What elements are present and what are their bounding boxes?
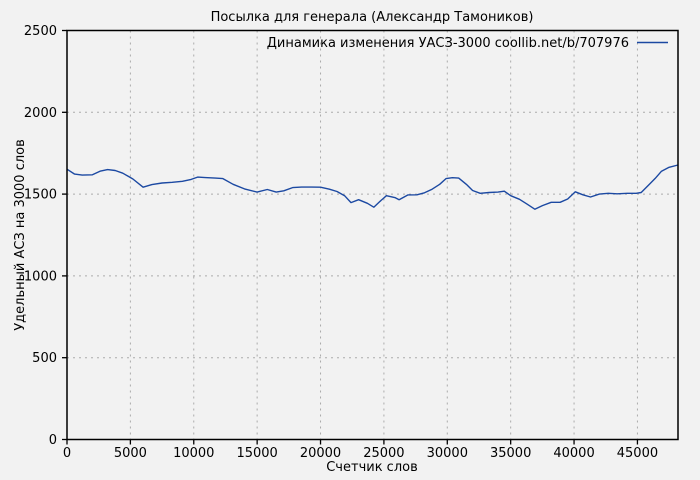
series-layer (66, 164, 679, 210)
legend-entry-label: Динамика изменения УАСЗ-3000 coollib.net… (267, 36, 629, 51)
y-tick-label: 500 (32, 351, 57, 366)
x-tick-label: 0 (63, 446, 71, 461)
y-tick-label: 2500 (24, 24, 57, 39)
x-tick-label: 30000 (427, 446, 468, 461)
x-tick-label: 20000 (300, 446, 341, 461)
x-tick-label: 25000 (363, 446, 404, 461)
y-tick-label: 1000 (24, 269, 57, 284)
x-tick-label: 10000 (173, 446, 214, 461)
x-tick-label: 45000 (617, 446, 658, 461)
y-tick-label: 1500 (24, 188, 57, 203)
y-axis-label: Удельный АСЗ на 3000 слов (13, 139, 28, 331)
x-axis-label: Счетчик слов (326, 460, 418, 475)
data-series-line (66, 164, 679, 210)
plot-border (66, 29, 679, 441)
x-tick-label: 15000 (236, 446, 277, 461)
grid-layer (67, 30, 678, 440)
y-tick-label: 0 (49, 433, 57, 448)
x-tick-label: 5000 (114, 446, 147, 461)
tick-layer: 0 5000 10000 15000 20000 25000 30000 35000 40000… (24, 24, 658, 461)
y-tick-label: 2000 (24, 106, 57, 121)
chart-title: Посылка для генерала (Александр Тамонико… (211, 10, 534, 25)
legend: Динамика изменения УАСЗ-3000 coollib.net… (267, 36, 668, 51)
x-tick-label: 35000 (490, 446, 531, 461)
x-tick-label: 40000 (553, 446, 594, 461)
